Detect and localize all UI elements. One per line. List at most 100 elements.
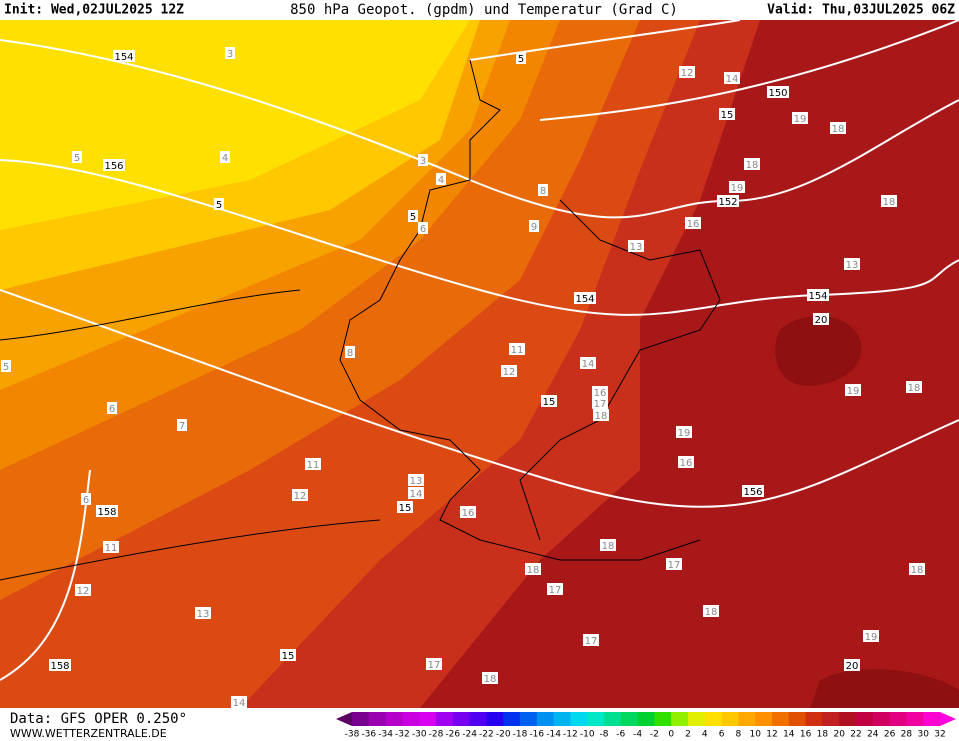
legend-label: -10: [580, 730, 595, 740]
legend-label: 30: [917, 730, 929, 740]
legend-swatch: [872, 712, 891, 726]
temp-label-box: [881, 195, 897, 207]
temp-label-box: [225, 47, 235, 59]
geopot-label: 5: [216, 200, 222, 211]
legend-swatch: [436, 712, 454, 726]
geopot-label: 15: [282, 651, 295, 662]
temp-label: 3: [420, 156, 426, 167]
temp-label-box: [538, 184, 548, 196]
temp-label: 9: [531, 222, 537, 233]
temp-label-box: [685, 217, 701, 229]
geopot-label-box: [574, 292, 596, 304]
temp-label-box: [177, 419, 187, 431]
temp-label: 17: [428, 660, 441, 671]
legend-swatch: [520, 712, 538, 726]
temp-label-box: [509, 343, 525, 355]
temp-label: 3: [227, 49, 233, 60]
temp-label: 18: [595, 411, 608, 422]
temp-label: 17: [585, 636, 598, 647]
legend-swatch: [906, 712, 924, 726]
legend-swatch: [385, 712, 403, 726]
geopot-label-box: [844, 659, 860, 671]
temp-label: 16: [462, 508, 475, 519]
legend-label: -24: [462, 730, 477, 740]
legend-label: -6: [616, 730, 625, 740]
temp-label-box: [600, 539, 616, 551]
temp-label: 14: [410, 489, 423, 500]
temp-label-box: [830, 122, 846, 134]
legend-swatch: [503, 712, 521, 726]
temp-label-box: [305, 458, 321, 470]
temp-label: 17: [549, 585, 562, 596]
temp-label-box: [292, 489, 308, 501]
legend-label: 10: [749, 730, 761, 740]
legend-swatch: [923, 712, 941, 726]
temp-label-box: [679, 66, 695, 78]
legend-swatch: [620, 712, 639, 726]
legend-swatch: [704, 712, 723, 726]
temp-label: 6: [420, 224, 426, 235]
temp-label-box: [72, 151, 82, 163]
legend-arrow: [336, 712, 352, 726]
temp-label: 14: [726, 74, 739, 85]
legend-swatch: [839, 712, 857, 726]
legend-label: -2: [650, 730, 659, 740]
legend-swatch: [688, 712, 706, 726]
temp-label: 18: [527, 565, 540, 576]
temp-label-box: [724, 72, 740, 84]
legend-swatch: [368, 712, 387, 726]
temp-label-box: [628, 240, 644, 252]
temp-label: 11: [105, 543, 118, 554]
temp-label-box: [501, 365, 517, 377]
legend-label: 0: [668, 730, 674, 740]
legend-swatch: [604, 712, 622, 726]
legend-swatch: [822, 712, 840, 726]
legend-swatch: [570, 712, 588, 726]
temp-label-box: [703, 605, 719, 617]
geopot-label-box: [397, 501, 413, 513]
temp-label: 18: [908, 383, 921, 394]
legend-swatch: [654, 712, 672, 726]
temp-label-box: [729, 181, 745, 193]
legend-label: -20: [496, 730, 511, 740]
temp-label: 18: [705, 607, 718, 618]
legend-label: -26: [445, 730, 460, 740]
valid-time: Valid: Thu,03JUL2025 06Z: [767, 3, 955, 18]
legend-swatch: [587, 712, 605, 726]
geopot-label: 158: [97, 507, 116, 518]
geopot-label-box: [408, 210, 418, 222]
legend-swatch: [452, 712, 471, 726]
legend-label: 8: [736, 730, 742, 740]
legend-swatch: [805, 712, 823, 726]
legend-swatch: [788, 712, 807, 726]
temp-label: 16: [680, 458, 693, 469]
temp-label: 16: [687, 219, 700, 230]
legend-label: 2: [685, 730, 691, 740]
temp-label: 13: [197, 609, 210, 620]
map: [0, 19, 959, 708]
geopot-label: 154: [114, 52, 133, 63]
temp-label-box: [744, 158, 760, 170]
temp-label-box: [436, 173, 446, 185]
data-source: Data: GFS OPER 0.250°: [10, 711, 187, 727]
temp-label: 12: [681, 68, 694, 79]
geopot-label-box: [103, 159, 125, 171]
legend-label: 24: [867, 730, 879, 740]
geopot-label-box: [280, 649, 296, 661]
temp-label-box: [482, 672, 498, 684]
legend-label: 14: [783, 730, 795, 740]
temp-label: 19: [865, 632, 878, 643]
temp-label: 13: [846, 260, 859, 271]
legend-swatch: [755, 712, 773, 726]
temp-label-box: [547, 583, 563, 595]
temp-label-box: [426, 658, 442, 670]
legend-swatch: [536, 712, 555, 726]
legend-label: 6: [719, 730, 725, 740]
temp-label-box: [103, 541, 119, 553]
geopot-label-box: [717, 195, 739, 207]
temp-label-box: [592, 386, 608, 398]
temp-label: 8: [347, 348, 353, 359]
temp-label-box: [845, 384, 861, 396]
legend-swatch: [419, 712, 437, 726]
